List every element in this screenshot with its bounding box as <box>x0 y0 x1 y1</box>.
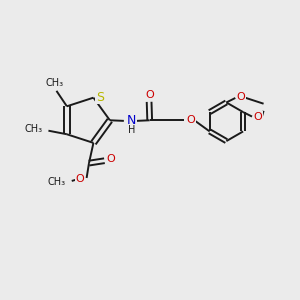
Text: CH₃: CH₃ <box>47 176 65 187</box>
Text: O: O <box>254 112 262 122</box>
Text: H: H <box>128 125 135 135</box>
Text: CH₃: CH₃ <box>25 124 43 134</box>
Text: S: S <box>96 91 104 103</box>
Text: O: O <box>76 174 84 184</box>
Text: CH₃: CH₃ <box>46 77 64 88</box>
Text: O: O <box>106 154 116 164</box>
Text: N: N <box>127 114 136 127</box>
Text: O: O <box>186 115 195 125</box>
Text: O: O <box>145 90 154 100</box>
Text: O: O <box>237 92 246 102</box>
